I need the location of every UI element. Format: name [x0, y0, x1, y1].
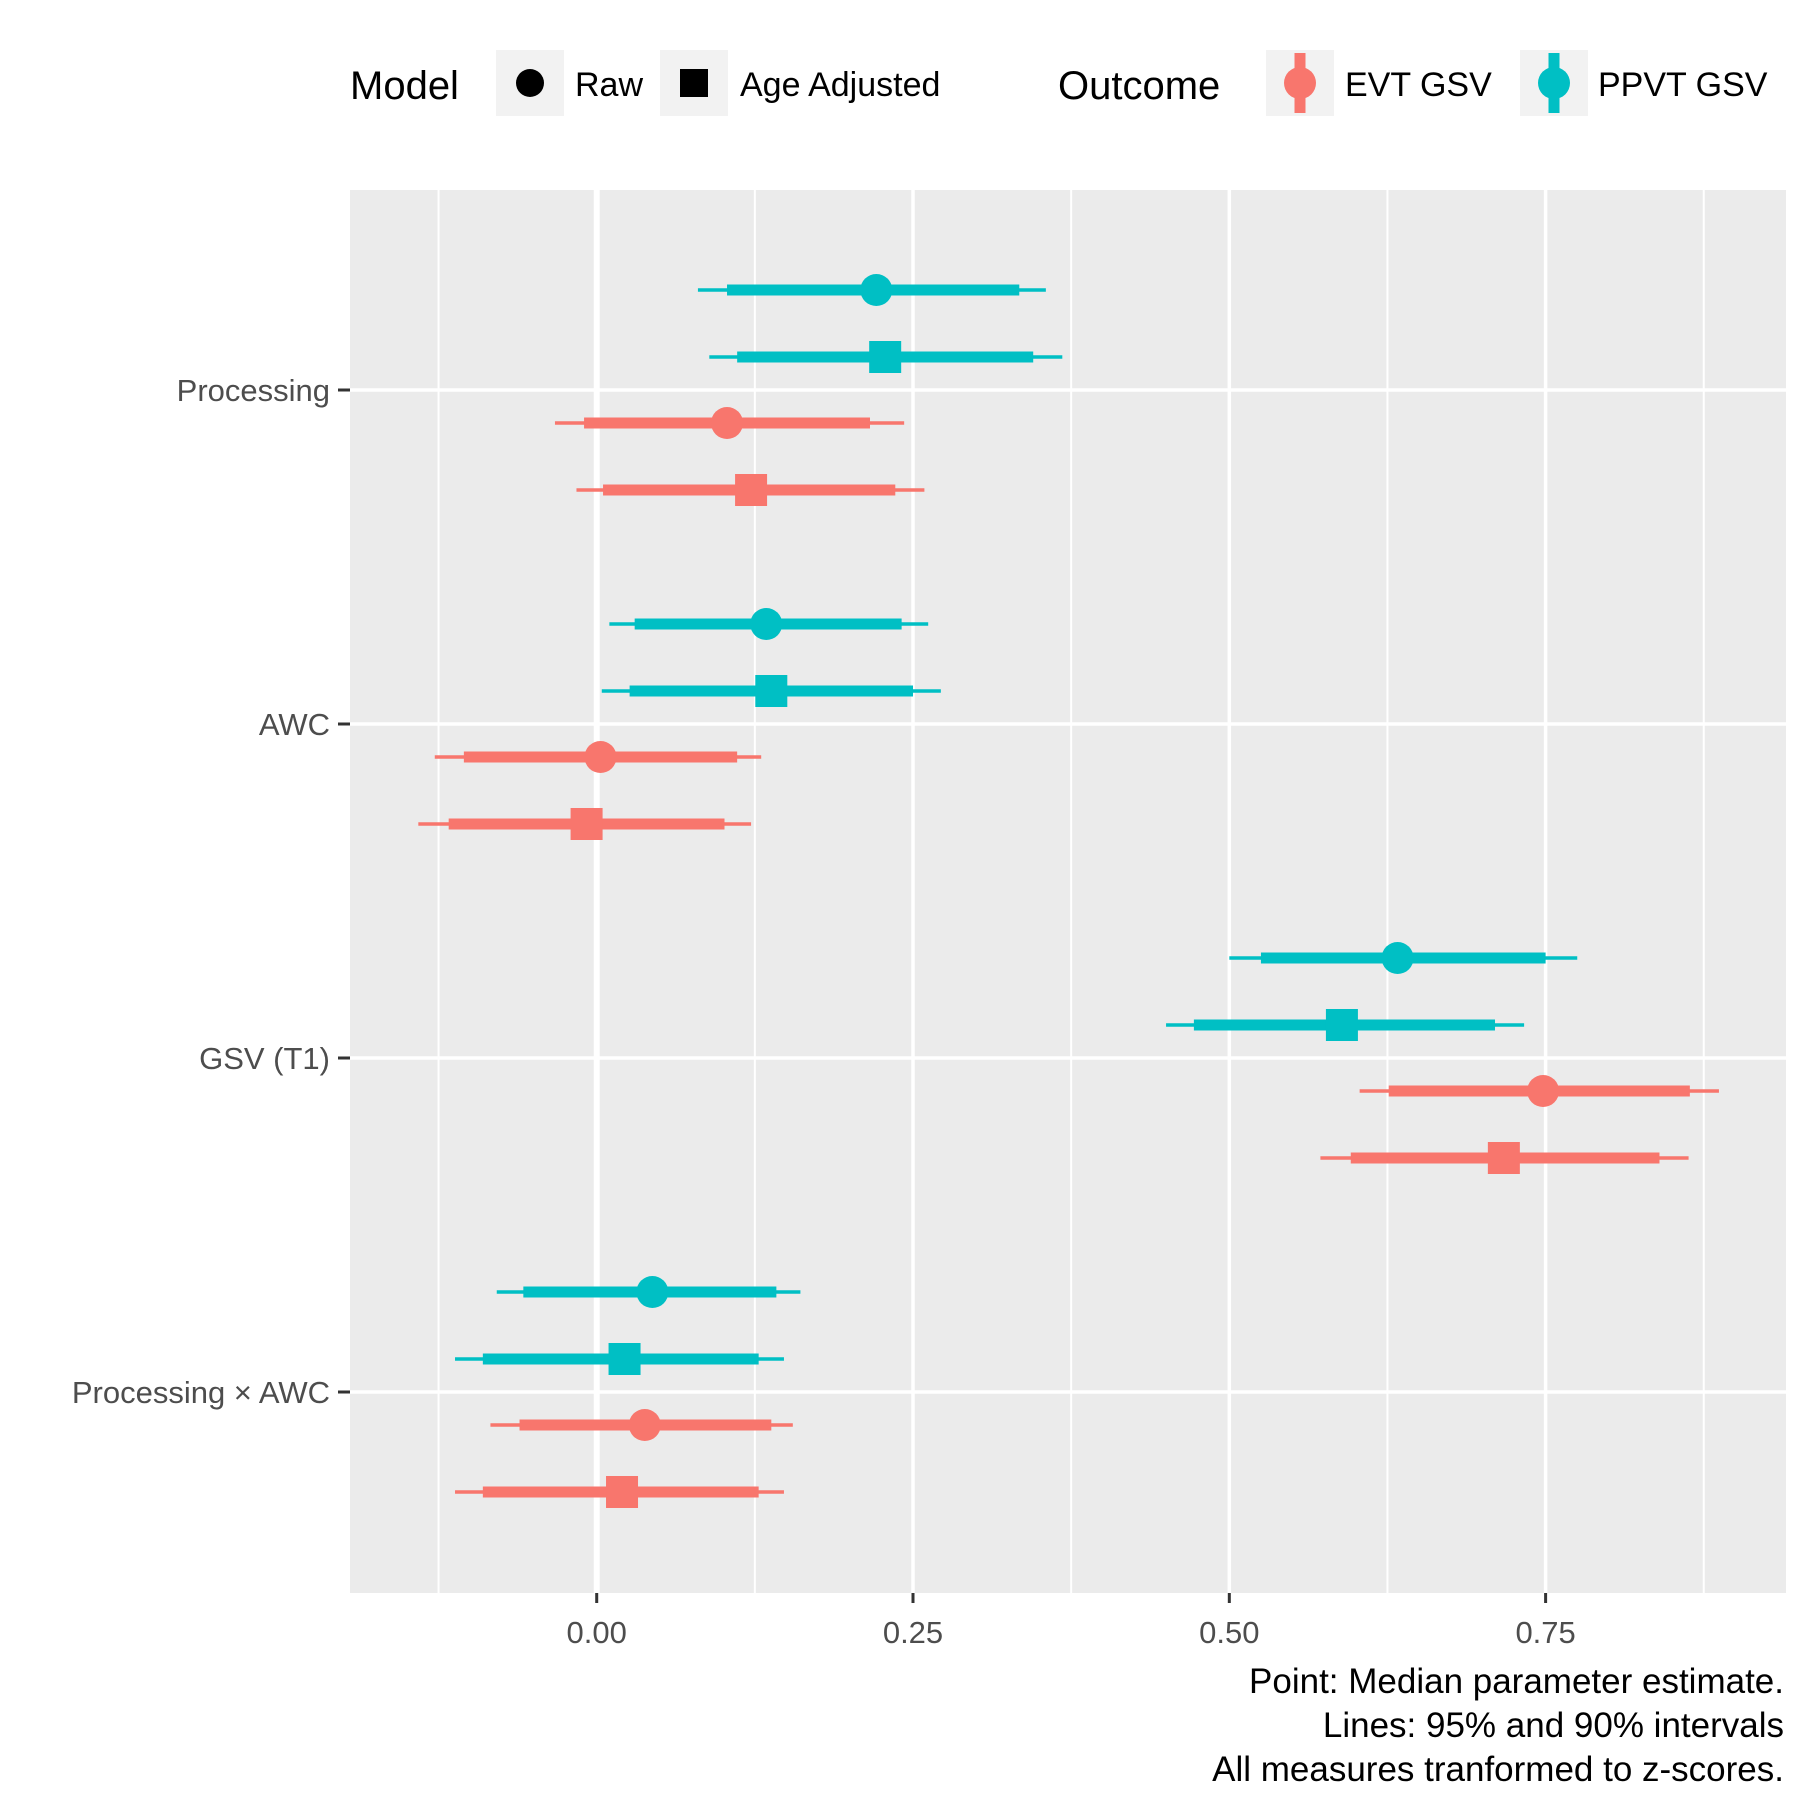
estimate-ppvt-gsv-raw-processing — [697, 274, 1046, 306]
median-point — [869, 341, 902, 373]
median-point — [636, 1276, 669, 1308]
legend-label-evt: EVT GSV — [1345, 66, 1492, 104]
legend: Model Raw Age Adjusted Outcome EVT GSV P… — [350, 50, 1768, 116]
estimate-ppvt-gsv-age-adjusted-awc — [601, 675, 941, 707]
axes: 0.00 0.25 0.50 0.75 Processing AWC GSV (T1) Pro… — [72, 373, 1576, 1650]
legend-label-age-adjusted: Age Adjusted — [740, 66, 940, 104]
estimate-evt-gsv-age-adjusted-awc — [418, 808, 752, 840]
x-tick-label: 0.00 — [567, 1615, 627, 1650]
estimate-ppvt-gsv-age-adjusted-processing-x-awc — [455, 1343, 784, 1375]
caption-line-1: Point: Median parameter estimate. — [1249, 1662, 1784, 1701]
x-tick-label: 0.75 — [1515, 1615, 1575, 1650]
estimate-evt-gsv-age-adjusted-gsv-t1 — [1320, 1142, 1689, 1174]
legend-label-raw: Raw — [575, 66, 643, 104]
median-point — [711, 407, 744, 439]
median-point — [628, 1409, 661, 1441]
median-point — [1325, 1009, 1358, 1041]
median-point — [608, 1343, 641, 1375]
median-point — [1527, 1075, 1560, 1107]
legend-key-age-adjusted-square — [680, 69, 708, 97]
estimate-evt-gsv-raw-awc — [434, 741, 762, 773]
median-point — [755, 675, 788, 707]
estimate-ppvt-gsv-raw-processing-x-awc — [496, 1276, 801, 1308]
estimate-ppvt-gsv-raw-awc — [609, 608, 929, 640]
estimate-evt-gsv-raw-processing-x-awc — [490, 1409, 793, 1441]
median-point — [1487, 1142, 1520, 1174]
legend-key-raw-circle — [516, 69, 544, 97]
legend-model-title: Model — [350, 64, 459, 108]
estimate-ppvt-gsv-age-adjusted-processing — [709, 341, 1063, 373]
median-point — [735, 474, 768, 506]
estimate-ppvt-gsv-age-adjusted-gsv-t1 — [1166, 1009, 1525, 1041]
y-tick-label-awc: AWC — [259, 707, 330, 742]
plot-panel — [350, 190, 1786, 1593]
median-point — [606, 1476, 639, 1508]
estimate-evt-gsv-age-adjusted-processing — [576, 474, 925, 506]
caption: Point: Median parameter estimate. Lines:… — [1212, 1662, 1784, 1789]
x-tick-label: 0.25 — [883, 1615, 943, 1650]
caption-line-3: All measures tranformed to z-scores. — [1212, 1750, 1784, 1789]
estimate-ppvt-gsv-raw-gsv-t1 — [1229, 942, 1578, 974]
median-point — [584, 741, 617, 773]
legend-key-ppvt-point — [1538, 67, 1570, 99]
chart-marks — [418, 274, 1719, 1508]
y-tick-label-processing: Processing — [177, 373, 330, 408]
estimate-evt-gsv-raw-processing — [554, 407, 905, 439]
estimate-evt-gsv-age-adjusted-processing-x-awc — [455, 1476, 784, 1508]
estimate-evt-gsv-raw-gsv-t1 — [1359, 1075, 1719, 1107]
median-point — [1381, 942, 1414, 974]
median-point — [860, 274, 893, 306]
y-tick-label-gsv-t1: GSV (T1) — [199, 1041, 330, 1076]
caption-line-2: Lines: 95% and 90% intervals — [1323, 1706, 1784, 1745]
median-point — [570, 808, 603, 840]
legend-outcome-title: Outcome — [1058, 64, 1220, 108]
y-tick-label-processing-x-awc: Processing × AWC — [72, 1375, 330, 1410]
grid-lines — [350, 190, 1786, 1593]
legend-label-ppvt: PPVT GSV — [1598, 66, 1768, 104]
legend-key-evt-point — [1284, 67, 1316, 99]
x-tick-label: 0.50 — [1199, 1615, 1259, 1650]
median-point — [750, 608, 783, 640]
